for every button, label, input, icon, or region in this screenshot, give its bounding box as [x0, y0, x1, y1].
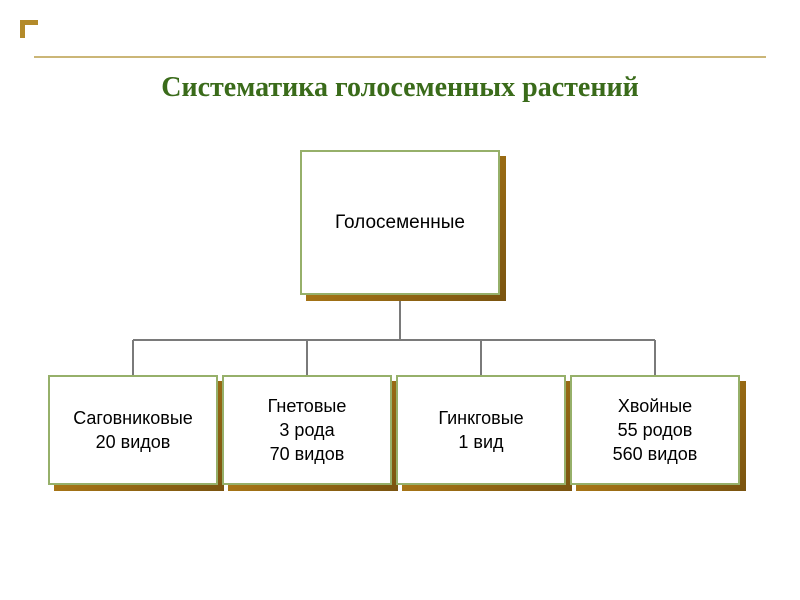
- root-node: Голосеменные: [300, 150, 500, 295]
- child-node-1: Гнетовые 3 рода 70 видов: [222, 375, 392, 485]
- root-face: Голосеменные: [300, 150, 500, 295]
- accent-corner: [20, 20, 38, 38]
- child-node-0: Саговниковые 20 видов: [48, 375, 218, 485]
- child-face: Саговниковые 20 видов: [48, 375, 218, 485]
- child-face: Гнетовые 3 рода 70 видов: [222, 375, 392, 485]
- child-line: 1 вид: [458, 430, 503, 454]
- accent-line: [34, 56, 766, 58]
- tree-diagram: Голосеменные Саговниковые 20 видов Гнето…: [0, 140, 800, 560]
- child-node-2: Гинкговые 1 вид: [396, 375, 566, 485]
- child-line: 55 родов: [618, 418, 693, 442]
- child-line: Хвойные: [618, 394, 692, 418]
- page-title: Систематика голосеменных растений: [0, 72, 800, 104]
- child-face: Гинкговые 1 вид: [396, 375, 566, 485]
- child-line: 20 видов: [96, 430, 171, 454]
- child-face: Хвойные 55 родов 560 видов: [570, 375, 740, 485]
- child-line: Саговниковые: [73, 406, 193, 430]
- child-node-3: Хвойные 55 родов 560 видов: [570, 375, 740, 485]
- child-line: 560 видов: [613, 442, 698, 466]
- child-line: Гнетовые: [268, 394, 347, 418]
- child-line: 3 рода: [279, 418, 334, 442]
- root-label: Голосеменные: [335, 210, 465, 236]
- child-line: 70 видов: [270, 442, 345, 466]
- child-line: Гинкговые: [438, 406, 523, 430]
